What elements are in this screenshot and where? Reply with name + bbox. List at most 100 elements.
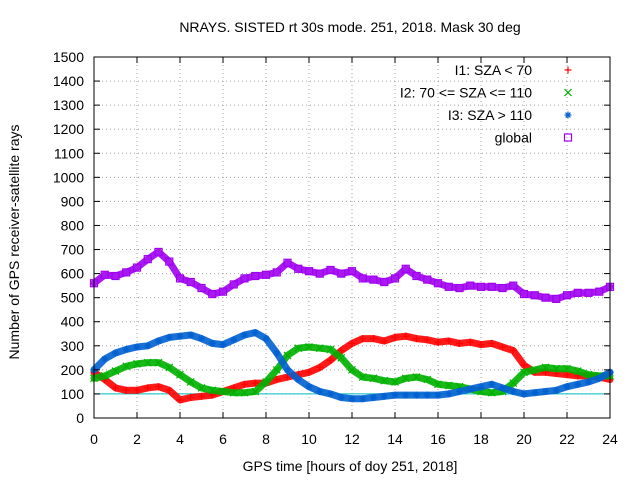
data-point-blue [144, 342, 152, 350]
data-point-green [165, 363, 174, 372]
data-point-blue [284, 366, 291, 374]
legend-label-blue: I3: SZA > 110 [448, 107, 532, 123]
x-tick-label: 18 [473, 431, 489, 447]
data-point-purple [380, 277, 389, 287]
data-point-green [305, 343, 313, 351]
data-point-blue [413, 391, 420, 399]
data-point-blue [370, 394, 377, 402]
data-point-blue [359, 395, 367, 403]
series-blue [90, 329, 614, 403]
data-point-blue [574, 380, 582, 388]
data-point-red [241, 380, 248, 388]
legend-marker-red [564, 66, 572, 74]
data-point-blue [133, 343, 141, 351]
data-point-green [283, 351, 292, 360]
data-point-purple [154, 247, 163, 257]
data-point-purple [423, 275, 432, 284]
x-tick-label: 4 [176, 431, 184, 447]
data-point-blue [520, 390, 528, 398]
legend-label-green: I2: 70 <= SZA <= 110 [400, 85, 532, 101]
x-tick-label: 20 [516, 431, 532, 447]
data-point-purple [294, 264, 303, 273]
data-point-red [445, 337, 453, 345]
x-tick-label: 2 [133, 431, 141, 447]
legend-marker-purple [563, 133, 573, 142]
data-point-red [112, 384, 119, 392]
x-tick-label: 10 [301, 431, 317, 447]
data-point-red [165, 386, 173, 394]
data-point-blue [122, 345, 130, 353]
data-point-blue [273, 349, 281, 357]
data-point-blue [499, 384, 506, 392]
legend: I1: SZA < 70 I2: 70 <= SZA <= 110 I3: SZA … [400, 62, 573, 146]
data-point-green [122, 362, 131, 371]
data-point-purple [573, 288, 582, 297]
data-point-red [391, 333, 399, 341]
data-point-purple [240, 274, 249, 283]
data-point-purple [487, 282, 496, 291]
x-axis-label: GPS time [hours of doy 251, 2018] [243, 458, 458, 474]
data-point-red [337, 347, 345, 355]
data-point-purple [208, 289, 217, 299]
data-point-green [391, 377, 399, 386]
data-point-green [520, 368, 528, 377]
legend-label-red: I1: SZA < 70 [455, 62, 533, 78]
x-axis-ticks: 0 2 4 6 8 10 12 14 16 18 20 22 24 [90, 57, 618, 447]
data-point-blue [230, 336, 238, 344]
y-tick-label: 0 [76, 410, 84, 426]
data-point-purple [562, 291, 572, 300]
data-point-purple [197, 283, 206, 293]
data-point-green [412, 373, 421, 382]
data-point-green [240, 388, 249, 397]
data-point-red [370, 335, 377, 343]
data-point-green [315, 344, 324, 353]
data-point-purple [272, 268, 281, 277]
y-tick-label: 1300 [53, 97, 84, 113]
data-point-blue [595, 374, 603, 382]
data-point-purple [122, 268, 131, 277]
data-point-blue [531, 389, 539, 397]
y-tick-label: 400 [61, 314, 85, 330]
series-green [90, 343, 614, 397]
data-point-red [316, 363, 324, 371]
data-point-blue [316, 388, 324, 396]
data-point-purple [143, 255, 152, 264]
legend-marker-green [564, 88, 572, 97]
data-point-purple [476, 282, 486, 291]
data-point-green [348, 365, 356, 374]
y-tick-label: 1000 [53, 169, 84, 185]
data-point-green [380, 376, 389, 385]
data-point-blue [477, 383, 485, 391]
data-point-blue [155, 337, 162, 345]
data-point-purple [261, 270, 271, 279]
y-tick-label: 700 [61, 242, 85, 258]
data-point-blue [509, 388, 517, 396]
series-band-purple [90, 248, 614, 303]
data-point-green [133, 359, 141, 368]
data-point-blue [434, 391, 442, 399]
data-point-green [326, 345, 335, 354]
data-point-green [251, 387, 260, 396]
data-point-purple [595, 287, 604, 296]
data-point-green [358, 373, 367, 382]
data-point-blue [294, 375, 302, 383]
data-point-green [401, 374, 410, 383]
data-point-red [477, 341, 485, 349]
data-point-red [456, 339, 463, 347]
data-point-purple [111, 271, 120, 281]
data-point-purple [229, 280, 238, 289]
legend-marker-blue [564, 111, 572, 119]
data-point-green [154, 358, 163, 367]
y-tick-label: 200 [61, 362, 85, 378]
data-point-blue [219, 341, 227, 349]
series-layer [89, 247, 615, 404]
data-point-purple [326, 265, 335, 275]
y-axis-label: Number of GPS receiver-satellite rays [6, 125, 22, 360]
data-point-purple [541, 293, 550, 302]
y-tick-label: 300 [61, 338, 85, 354]
data-point-blue [101, 355, 109, 363]
y-tick-label: 1200 [53, 121, 84, 137]
data-point-green [509, 379, 518, 388]
data-point-purple [498, 283, 507, 293]
data-point-purple [100, 270, 109, 279]
